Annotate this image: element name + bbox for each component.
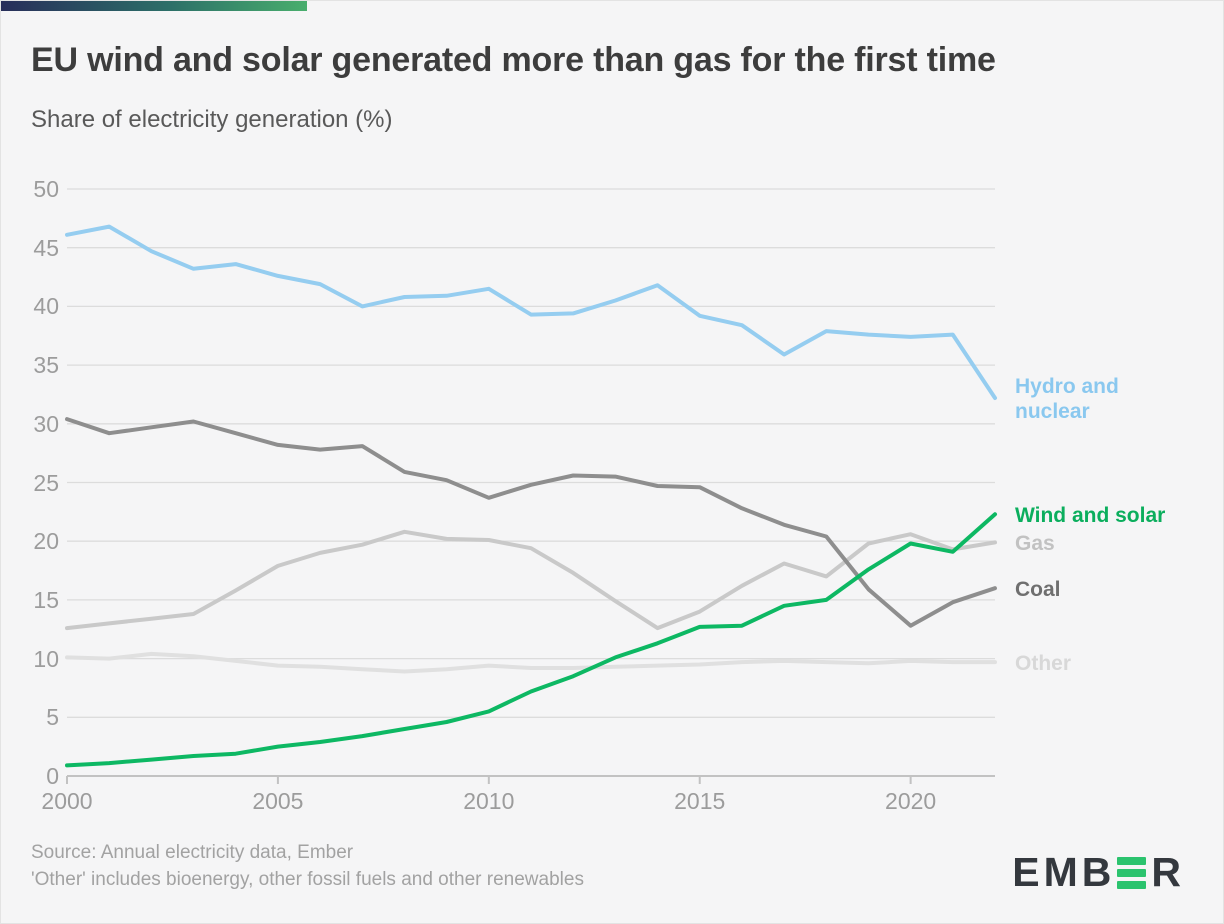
source-note: Source: Annual electricity data, Ember [31,842,354,863]
x-axis-tick-label: 2015 [674,788,726,814]
chart-footer: Source: Annual electricity data, Ember '… [31,839,584,893]
series-label-gas: Gas [1015,531,1055,555]
y-axis-tick-label: 20 [33,528,59,555]
x-axis-tick-label: 2005 [252,788,304,814]
y-axis-tick-label: 45 [33,234,59,261]
y-axis-tick-label: 30 [33,410,59,437]
chart-svg [65,188,997,784]
x-axis-tick-label: 2000 [41,788,93,814]
line-wind-and-solar [65,512,997,768]
y-axis-tick-label: 50 [33,176,59,202]
page-title: EU wind and solar generated more than ga… [31,41,996,79]
series-label-coal: Coal [1015,577,1061,601]
series-label-hydro-and-nuclear: Hydro and nuclear [1015,374,1119,423]
x-axis-tick-label: 2010 [463,788,515,814]
y-axis-tick-label: 40 [33,293,59,320]
logo-text-emb: EMB [1012,849,1116,895]
y-axis-tick-label: 15 [33,586,59,613]
brand-accent-bar [1,1,307,11]
logo-green-e-icon [1117,856,1147,889]
y-axis-tick-label: 10 [33,645,59,672]
line-hydro-and-nuclear [65,224,997,400]
series-label-wind-and-solar: Wind and solar [1015,503,1166,527]
line-gas [65,529,997,631]
y-axis-tick-label: 35 [33,352,59,379]
y-axis-tick-label: 5 [46,704,59,731]
line-coal [65,417,997,628]
series-label-other: Other [1015,651,1072,675]
chart-subtitle: Share of electricity generation (%) [31,106,393,133]
line-other [65,651,997,674]
x-axis-tick-label: 2020 [885,788,937,814]
line-chart-plot-area [65,188,997,784]
y-axis-tick-label: 25 [33,469,59,496]
y-axis-tick-label: 0 [46,763,59,789]
logo-text-r: R [1151,849,1185,895]
other-definition-note: 'Other' includes bioenergy, other fossil… [31,869,584,890]
ember-logo: EMB R [1012,849,1185,896]
